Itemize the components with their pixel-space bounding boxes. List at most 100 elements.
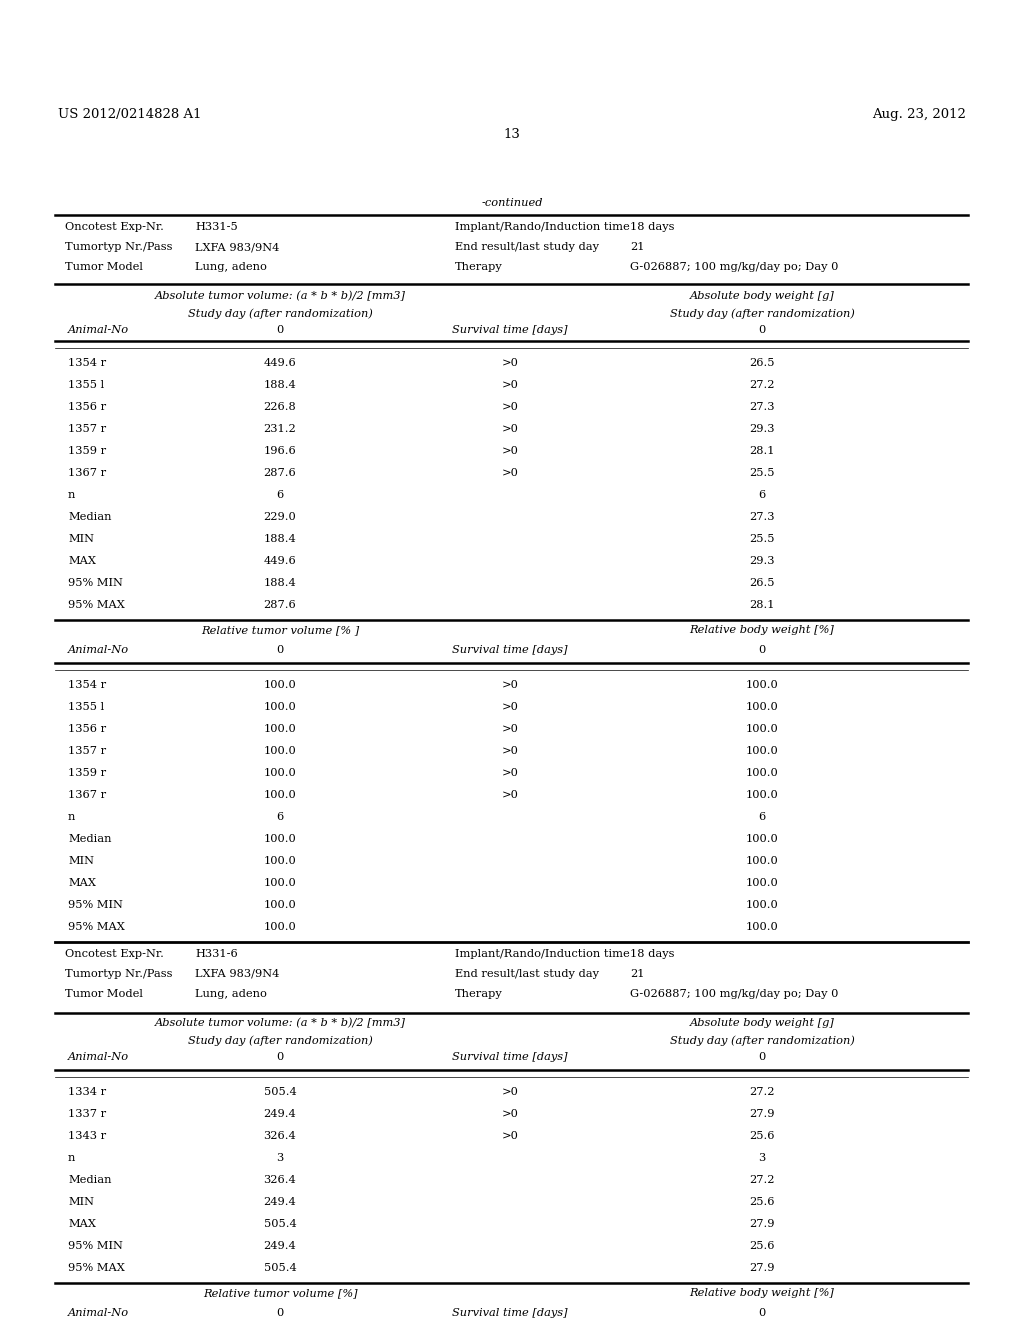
- Text: 449.6: 449.6: [263, 556, 296, 566]
- Text: >0: >0: [502, 1109, 518, 1119]
- Text: MIN: MIN: [68, 855, 94, 866]
- Text: Median: Median: [68, 1175, 112, 1185]
- Text: MAX: MAX: [68, 1218, 96, 1229]
- Text: 188.4: 188.4: [263, 578, 296, 587]
- Text: 100.0: 100.0: [263, 834, 296, 843]
- Text: 100.0: 100.0: [745, 789, 778, 800]
- Text: Tumortyp Nr./Pass: Tumortyp Nr./Pass: [65, 242, 172, 252]
- Text: 449.6: 449.6: [263, 358, 296, 368]
- Text: 25.6: 25.6: [750, 1241, 775, 1251]
- Text: 27.2: 27.2: [750, 1175, 775, 1185]
- Text: 1367 r: 1367 r: [68, 469, 106, 478]
- Text: 100.0: 100.0: [263, 746, 296, 756]
- Text: 100.0: 100.0: [263, 723, 296, 734]
- Text: 0: 0: [276, 1308, 284, 1317]
- Text: 18 days: 18 days: [630, 949, 675, 960]
- Text: 27.3: 27.3: [750, 512, 775, 521]
- Text: Oncotest Exp-Nr.: Oncotest Exp-Nr.: [65, 222, 164, 232]
- Text: 25.5: 25.5: [750, 469, 775, 478]
- Text: 0: 0: [759, 325, 766, 335]
- Text: 1354 r: 1354 r: [68, 358, 106, 368]
- Text: 100.0: 100.0: [263, 789, 296, 800]
- Text: >0: >0: [502, 358, 518, 368]
- Text: >0: >0: [502, 1131, 518, 1140]
- Text: 100.0: 100.0: [745, 768, 778, 777]
- Text: 1355 l: 1355 l: [68, 380, 104, 389]
- Text: 100.0: 100.0: [745, 921, 778, 932]
- Text: Absolute tumor volume: (a * b * b)/2 [mm3]: Absolute tumor volume: (a * b * b)/2 [mm…: [155, 290, 406, 301]
- Text: 1357 r: 1357 r: [68, 746, 106, 756]
- Text: 100.0: 100.0: [745, 680, 778, 690]
- Text: 249.4: 249.4: [263, 1241, 296, 1251]
- Text: 196.6: 196.6: [263, 446, 296, 455]
- Text: 100.0: 100.0: [745, 723, 778, 734]
- Text: 226.8: 226.8: [263, 403, 296, 412]
- Text: 1356 r: 1356 r: [68, 403, 106, 412]
- Text: Relative body weight [%]: Relative body weight [%]: [689, 1288, 835, 1298]
- Text: Absolute body weight [g]: Absolute body weight [g]: [689, 290, 835, 301]
- Text: End result/last study day: End result/last study day: [455, 969, 599, 979]
- Text: Aug. 23, 2012: Aug. 23, 2012: [872, 108, 966, 121]
- Text: Lung, adeno: Lung, adeno: [195, 261, 267, 272]
- Text: 100.0: 100.0: [263, 680, 296, 690]
- Text: 0: 0: [759, 1308, 766, 1317]
- Text: 326.4: 326.4: [263, 1131, 296, 1140]
- Text: Implant/Rando/Induction time: Implant/Rando/Induction time: [455, 222, 630, 232]
- Text: 100.0: 100.0: [263, 900, 296, 909]
- Text: 27.2: 27.2: [750, 380, 775, 389]
- Text: 3: 3: [276, 1152, 284, 1163]
- Text: 21: 21: [630, 242, 644, 252]
- Text: 249.4: 249.4: [263, 1109, 296, 1119]
- Text: 100.0: 100.0: [745, 834, 778, 843]
- Text: G-026887; 100 mg/kg/day po; Day 0: G-026887; 100 mg/kg/day po; Day 0: [630, 261, 839, 272]
- Text: 326.4: 326.4: [263, 1175, 296, 1185]
- Text: 27.3: 27.3: [750, 403, 775, 412]
- Text: 6: 6: [759, 490, 766, 500]
- Text: Survival time [days]: Survival time [days]: [453, 325, 568, 335]
- Text: 1356 r: 1356 r: [68, 723, 106, 734]
- Text: >0: >0: [502, 746, 518, 756]
- Text: >0: >0: [502, 768, 518, 777]
- Text: 1367 r: 1367 r: [68, 789, 106, 800]
- Text: Therapy: Therapy: [455, 989, 503, 999]
- Text: 229.0: 229.0: [263, 512, 296, 521]
- Text: 100.0: 100.0: [263, 768, 296, 777]
- Text: 100.0: 100.0: [745, 900, 778, 909]
- Text: 27.9: 27.9: [750, 1263, 775, 1272]
- Text: 505.4: 505.4: [263, 1218, 296, 1229]
- Text: 95% MIN: 95% MIN: [68, 900, 123, 909]
- Text: 1359 r: 1359 r: [68, 446, 106, 455]
- Text: >0: >0: [502, 1086, 518, 1097]
- Text: Lung, adeno: Lung, adeno: [195, 989, 267, 999]
- Text: MAX: MAX: [68, 878, 96, 888]
- Text: 27.9: 27.9: [750, 1109, 775, 1119]
- Text: Implant/Rando/Induction time: Implant/Rando/Induction time: [455, 949, 630, 960]
- Text: 6: 6: [759, 812, 766, 822]
- Text: Tumortyp Nr./Pass: Tumortyp Nr./Pass: [65, 969, 172, 979]
- Text: 6: 6: [276, 490, 284, 500]
- Text: 1355 l: 1355 l: [68, 702, 104, 711]
- Text: >0: >0: [502, 723, 518, 734]
- Text: 1334 r: 1334 r: [68, 1086, 106, 1097]
- Text: 95% MAX: 95% MAX: [68, 601, 125, 610]
- Text: 13: 13: [504, 128, 520, 141]
- Text: Animal-No: Animal-No: [68, 645, 129, 655]
- Text: 28.1: 28.1: [750, 601, 775, 610]
- Text: Animal-No: Animal-No: [68, 1052, 129, 1063]
- Text: Survival time [days]: Survival time [days]: [453, 1308, 568, 1317]
- Text: MIN: MIN: [68, 535, 94, 544]
- Text: 26.5: 26.5: [750, 578, 775, 587]
- Text: 100.0: 100.0: [263, 921, 296, 932]
- Text: Absolute body weight [g]: Absolute body weight [g]: [689, 1018, 835, 1028]
- Text: 95% MIN: 95% MIN: [68, 578, 123, 587]
- Text: 95% MAX: 95% MAX: [68, 921, 125, 932]
- Text: H331-6: H331-6: [195, 949, 238, 960]
- Text: 0: 0: [759, 645, 766, 655]
- Text: 188.4: 188.4: [263, 535, 296, 544]
- Text: 26.5: 26.5: [750, 358, 775, 368]
- Text: 287.6: 287.6: [263, 469, 296, 478]
- Text: Absolute tumor volume: (a * b * b)/2 [mm3]: Absolute tumor volume: (a * b * b)/2 [mm…: [155, 1018, 406, 1028]
- Text: US 2012/0214828 A1: US 2012/0214828 A1: [58, 108, 202, 121]
- Text: 0: 0: [759, 1052, 766, 1063]
- Text: 100.0: 100.0: [745, 878, 778, 888]
